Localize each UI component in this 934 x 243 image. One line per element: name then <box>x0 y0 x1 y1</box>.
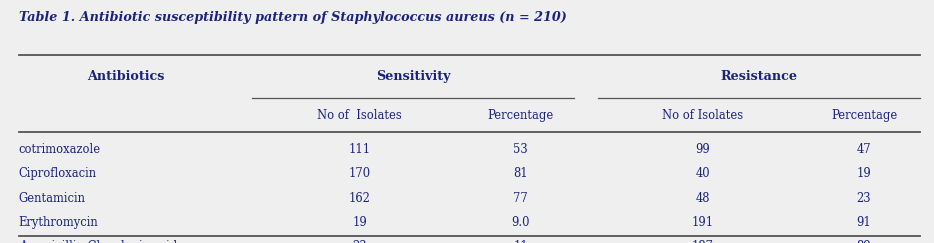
Text: 191: 191 <box>692 216 714 229</box>
Text: 99: 99 <box>696 143 710 156</box>
Text: 77: 77 <box>514 191 528 205</box>
Text: 89: 89 <box>856 240 871 243</box>
Text: 47: 47 <box>856 143 871 156</box>
Text: Ciprofloxacin: Ciprofloxacin <box>19 167 97 180</box>
Text: No of Isolates: No of Isolates <box>662 109 743 122</box>
Text: 91: 91 <box>856 216 871 229</box>
Text: Percentage: Percentage <box>488 109 554 122</box>
Text: 187: 187 <box>692 240 714 243</box>
Text: 19: 19 <box>352 216 367 229</box>
Text: 53: 53 <box>514 143 528 156</box>
Text: 11: 11 <box>514 240 528 243</box>
Text: Amoxicillin-Clavulanic acid: Amoxicillin-Clavulanic acid <box>19 240 177 243</box>
Text: Resistance: Resistance <box>720 70 798 83</box>
Text: 48: 48 <box>696 191 710 205</box>
Text: 19: 19 <box>856 167 871 180</box>
Text: 170: 170 <box>348 167 371 180</box>
Text: 23: 23 <box>352 240 367 243</box>
Text: Sensitivity: Sensitivity <box>376 70 450 83</box>
Text: 81: 81 <box>514 167 528 180</box>
Text: 9.0: 9.0 <box>512 216 530 229</box>
Text: cotrimoxazole: cotrimoxazole <box>19 143 101 156</box>
Text: Gentamicin: Gentamicin <box>19 191 86 205</box>
Text: Percentage: Percentage <box>831 109 897 122</box>
Text: Table 1. Antibiotic susceptibility pattern of Staphylococcus aureus (n = 210): Table 1. Antibiotic susceptibility patte… <box>19 11 566 24</box>
Text: 111: 111 <box>348 143 371 156</box>
Text: 40: 40 <box>696 167 710 180</box>
Text: 23: 23 <box>856 191 871 205</box>
Text: No of  Isolates: No of Isolates <box>318 109 402 122</box>
Text: Erythromycin: Erythromycin <box>19 216 98 229</box>
Text: Antibiotics: Antibiotics <box>88 70 164 83</box>
Text: 162: 162 <box>348 191 371 205</box>
